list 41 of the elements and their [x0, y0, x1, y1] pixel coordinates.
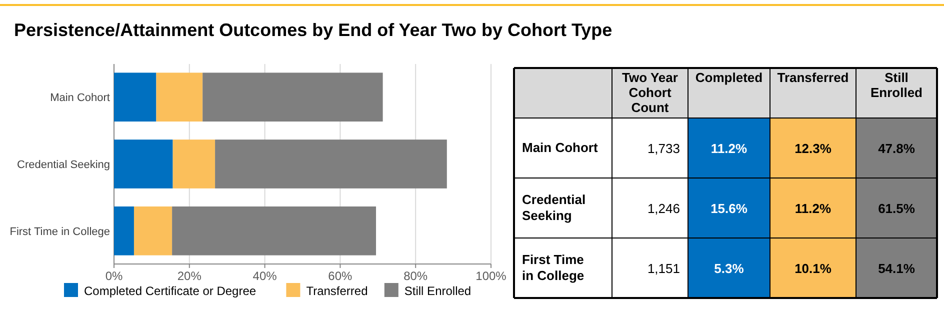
- bar: [134, 206, 172, 256]
- y-tick-label: Credential Seeking: [17, 159, 110, 171]
- x-tick-label: 80%: [404, 269, 428, 283]
- bar: [114, 72, 156, 122]
- data-label: 61.5%: [878, 201, 916, 216]
- category-label: Credential Seeking: [522, 192, 586, 223]
- data-label: 1,246: [647, 201, 680, 216]
- data-label: 11.2%: [794, 201, 832, 216]
- data-label: 1,733: [647, 141, 680, 156]
- series-label: Still Enrolled: [870, 70, 923, 100]
- x-tick-label: 0%: [105, 269, 123, 283]
- data-label: 5.3%: [714, 261, 744, 276]
- legend-label: Completed Certificate or Degree: [84, 284, 256, 298]
- text: Transferred: [777, 70, 849, 85]
- bar: [202, 72, 383, 122]
- x-tick-label: 100%: [476, 269, 507, 283]
- legend-label: Still Enrolled: [404, 284, 472, 298]
- bar: [156, 72, 203, 122]
- category-label: Main Cohort: [522, 140, 598, 155]
- text: Completed: [695, 70, 763, 85]
- chart-title: Persistence/Attainment Outcomes by End of Year Two by Cohort Type: [14, 20, 612, 40]
- category-label: First Time in College: [522, 252, 584, 283]
- bar: [172, 140, 216, 188]
- y-tick-label: First Time in College: [10, 226, 110, 238]
- data-label: 10.1%: [794, 261, 832, 276]
- data-label: 47.8%: [878, 141, 916, 156]
- x-tick-label: 60%: [328, 269, 353, 283]
- data-label: 15.6%: [710, 201, 748, 216]
- bar: [114, 206, 134, 256]
- data-label: 11.2%: [710, 141, 748, 156]
- legend-label: Transferred: [306, 284, 368, 298]
- data-label: 12.3%: [794, 141, 832, 156]
- data-label: 54.1%: [878, 261, 916, 276]
- bar: [215, 140, 447, 188]
- bar: [114, 140, 173, 188]
- text: Two Year Cohort Count: [622, 70, 678, 115]
- bar: [172, 206, 376, 256]
- y-tick-label: Main Cohort: [50, 92, 110, 104]
- data-label: 1,151: [647, 261, 680, 276]
- x-tick-label: 20%: [177, 269, 202, 283]
- x-tick-label: 40%: [252, 269, 278, 283]
